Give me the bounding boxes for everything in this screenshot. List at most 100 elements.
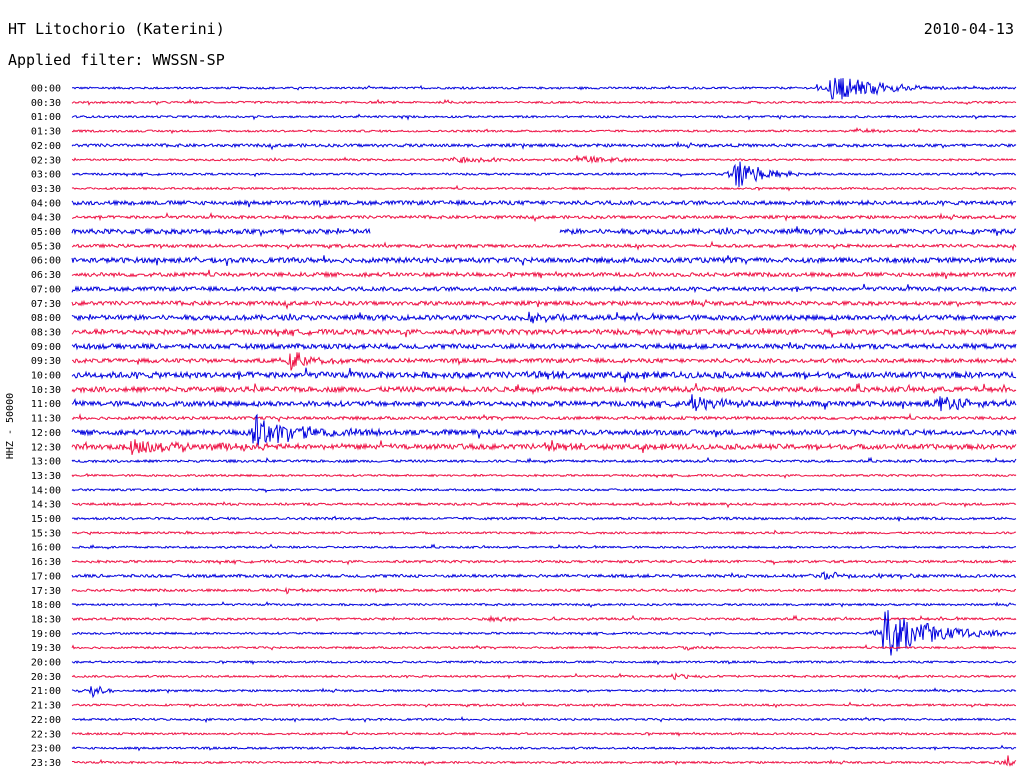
trace-line <box>71 472 1017 479</box>
row-time-label: 02:00 <box>31 141 61 152</box>
trace-line <box>71 352 1017 371</box>
trace-group <box>71 77 1017 767</box>
row-time-label: 17:00 <box>31 571 61 582</box>
row-time-label: 12:00 <box>31 428 61 439</box>
row-time-label: 01:00 <box>31 112 61 123</box>
row-time-label: 23:30 <box>31 758 61 769</box>
row-time-label: 14:00 <box>31 485 61 496</box>
row-time-label: 18:00 <box>31 600 61 611</box>
row-time-label: 07:30 <box>31 299 61 310</box>
row-time-label: 16:30 <box>31 557 61 568</box>
row-time-label: 15:00 <box>31 514 61 525</box>
trace-line <box>71 298 1017 310</box>
trace-line <box>72 716 1017 724</box>
row-time-label: 07:00 <box>31 284 61 295</box>
row-time-label: 15:30 <box>31 528 61 539</box>
trace-line <box>71 412 1017 423</box>
row-time-label: 01:30 <box>31 127 61 138</box>
trace-line <box>71 155 1017 164</box>
row-time-label: 16:00 <box>31 543 61 554</box>
row-time-label: 11:30 <box>31 414 61 425</box>
row-time-label: 11:00 <box>31 399 61 410</box>
row-time-label: 20:00 <box>31 658 61 669</box>
trace-line <box>71 226 1017 238</box>
trace-line <box>71 311 1017 324</box>
row-time-label: 05:30 <box>31 241 61 252</box>
trace-line <box>71 98 1017 106</box>
trace-line <box>71 367 1017 383</box>
trace-line <box>71 127 1017 135</box>
trace-line <box>71 571 1017 581</box>
trace-line <box>71 199 1017 208</box>
trace-line <box>71 558 1016 566</box>
row-time-label: 00:00 <box>31 84 61 95</box>
trace-line <box>71 643 1017 651</box>
row-time-label: 06:30 <box>31 270 61 281</box>
trace-line <box>71 456 1017 465</box>
trace-line <box>71 730 1017 737</box>
row-time-label: 23:00 <box>31 744 61 755</box>
trace-line <box>71 383 1017 396</box>
row-time-label: 04:00 <box>31 198 61 209</box>
trace-line <box>71 283 1017 294</box>
station-title: HT Litochorio (Katerini) <box>8 20 225 38</box>
trace-line <box>71 413 1017 448</box>
row-time-label: 05:00 <box>31 227 61 238</box>
trace-line <box>71 327 1017 338</box>
row-time-label: 20:30 <box>31 672 61 683</box>
row-time-label: 22:00 <box>31 715 61 726</box>
trace-line <box>71 240 1017 252</box>
row-time-label: 19:00 <box>31 629 61 640</box>
row-time-label: 17:30 <box>31 586 61 597</box>
trace-line <box>71 500 1017 509</box>
trace-line <box>71 586 1017 595</box>
trace-line <box>71 515 1017 522</box>
row-time-label: 22:30 <box>31 729 61 740</box>
row-time-label: 08:00 <box>31 313 61 324</box>
row-time-label: 10:30 <box>31 385 61 396</box>
trace-line <box>71 487 1017 494</box>
row-time-label: 10:00 <box>31 371 61 382</box>
y-axis-label: HHZ - 50000 <box>5 393 16 459</box>
row-time-label: 06:00 <box>31 256 61 267</box>
trace-line <box>71 601 1017 608</box>
trace-line <box>71 672 1016 681</box>
row-time-label: 13:00 <box>31 457 61 468</box>
row-time-label: 19:30 <box>31 643 61 654</box>
trace-line <box>71 610 1017 656</box>
trace-line <box>71 439 1017 456</box>
row-time-label: 09:00 <box>31 342 61 353</box>
trace-line <box>71 113 1017 121</box>
tick-label-group: 00:00 00:30 01:00 01:30 02:00 02:30 03:00 03:30… <box>31 84 61 769</box>
trace-line <box>71 269 1017 279</box>
trace-line <box>72 77 1017 100</box>
trace-line <box>71 342 1017 351</box>
row-time-label: 04:30 <box>31 213 61 224</box>
row-time-label: 14:30 <box>31 500 61 511</box>
row-time-label: 13:30 <box>31 471 61 482</box>
row-time-label: 00:30 <box>31 98 61 109</box>
trace-line <box>71 161 1017 188</box>
trace-line <box>71 744 1017 752</box>
row-time-label: 18:30 <box>31 614 61 625</box>
row-time-label: 09:30 <box>31 356 61 367</box>
trace-line <box>72 211 1017 223</box>
row-time-label: 08:30 <box>31 327 61 338</box>
trace-line <box>71 543 1017 550</box>
date-label: 2010-04-13 <box>923 20 1014 38</box>
row-time-label: 12:30 <box>31 442 61 453</box>
trace-line <box>71 701 1016 709</box>
row-time-label: 03:00 <box>31 170 61 181</box>
trace-line <box>71 255 1017 267</box>
row-time-label: 03:30 <box>31 184 61 195</box>
trace-line <box>71 184 1017 192</box>
trace-line <box>71 140 1017 151</box>
trace-line <box>71 529 1017 536</box>
trace-line <box>71 394 1017 412</box>
row-time-label: 21:30 <box>31 701 61 712</box>
trace-line <box>72 755 1017 767</box>
trace-line <box>71 685 1017 699</box>
row-time-label: 02:30 <box>31 155 61 166</box>
filter-label: Applied filter: WWSSN-SP <box>8 51 225 69</box>
